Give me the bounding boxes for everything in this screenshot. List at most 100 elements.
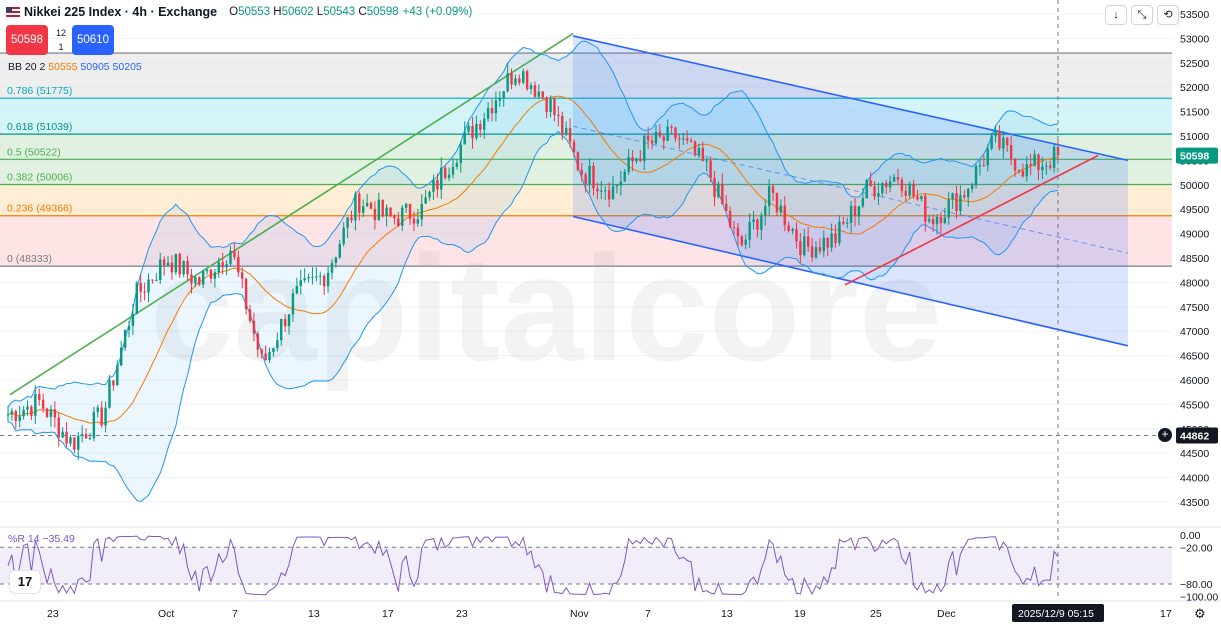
candle	[295, 277, 299, 295]
candle-body	[49, 409, 53, 417]
candle	[662, 135, 665, 150]
candle	[787, 221, 790, 233]
candle	[725, 195, 728, 212]
wr-band	[0, 547, 1172, 584]
candle	[857, 205, 861, 226]
wr-legend[interactable]: %R 14 −35.49	[8, 533, 75, 545]
candle	[611, 175, 615, 200]
wr-value: −35.49	[42, 533, 75, 545]
candle-body	[365, 202, 369, 207]
candle-body	[490, 107, 494, 114]
candle-body	[209, 269, 213, 279]
candle-body	[568, 128, 572, 142]
candle	[166, 256, 170, 267]
channel-mid-line	[572, 125, 1129, 254]
candle	[549, 95, 552, 118]
candle-body	[619, 181, 623, 186]
candle-body	[80, 434, 84, 436]
candle-body	[358, 193, 361, 213]
candle-body	[139, 282, 142, 292]
candle	[240, 267, 244, 289]
candle	[701, 141, 705, 162]
y-tick-label: 46000	[1180, 375, 1209, 387]
candle	[92, 406, 96, 442]
candle	[436, 173, 439, 198]
candle-body	[787, 225, 790, 231]
collapse-icon[interactable]: ⤡	[1131, 5, 1153, 25]
candle	[229, 245, 232, 267]
download-icon[interactable]: ↓	[1105, 5, 1127, 25]
candle-body	[970, 185, 974, 189]
candle-body	[440, 167, 443, 190]
candle	[22, 406, 25, 420]
add-alert-icon[interactable]: +	[1158, 428, 1172, 442]
candle	[580, 163, 584, 182]
candle-body	[682, 138, 685, 140]
candle-body	[233, 250, 236, 258]
candle	[77, 432, 80, 461]
candle-body	[982, 165, 986, 167]
candle-body	[537, 91, 541, 97]
y-tick-label: 49000	[1180, 229, 1209, 241]
candle	[221, 252, 224, 275]
candle	[643, 134, 646, 171]
tradingview-logo[interactable]: 17	[9, 570, 41, 594]
candle-body	[752, 219, 755, 222]
candle-body	[471, 125, 474, 139]
y-tick-label: 43500	[1180, 497, 1209, 509]
candle	[502, 90, 505, 107]
candle-body	[838, 221, 841, 244]
candle	[34, 385, 37, 424]
candle	[654, 124, 658, 145]
candle-body	[1052, 146, 1056, 168]
candle-body	[557, 115, 560, 117]
candle	[369, 201, 373, 210]
candle	[147, 273, 150, 303]
candle	[912, 179, 915, 200]
gear-icon[interactable]: ⚙	[1194, 606, 1206, 621]
candle	[260, 348, 263, 359]
y-tick-label: 47500	[1180, 302, 1209, 314]
candle	[658, 124, 662, 139]
candle-body	[151, 279, 154, 281]
candle	[650, 135, 654, 150]
candle-body	[955, 193, 958, 212]
bb-legend[interactable]: BB 20 2 50555 50905 50205	[8, 61, 142, 73]
candle-body	[604, 190, 607, 192]
candle-body	[799, 241, 802, 256]
sell-button[interactable]: 50598	[6, 25, 48, 55]
candle-body	[264, 353, 267, 361]
candle-body	[1029, 164, 1032, 166]
candle-body	[740, 236, 744, 245]
candle	[607, 182, 611, 208]
x-tick-label: 25	[870, 608, 882, 620]
fib-band	[0, 215, 1172, 267]
fib-band	[0, 53, 1172, 99]
candle-body	[116, 365, 119, 386]
candle	[576, 151, 580, 172]
candle-body	[34, 394, 37, 416]
candle	[307, 273, 310, 283]
candle-body	[217, 262, 220, 273]
channel-top-line	[572, 35, 1129, 162]
candle	[1021, 163, 1025, 178]
candle-body	[424, 197, 427, 204]
candle	[365, 193, 369, 208]
refresh-icon[interactable]: ⟲	[1157, 5, 1179, 25]
candle	[100, 401, 103, 428]
candle	[463, 121, 466, 145]
candle-body	[939, 216, 943, 224]
candle-body	[908, 183, 911, 196]
candle	[514, 74, 517, 87]
candle	[283, 314, 287, 333]
candle	[475, 115, 478, 141]
x-tick-label: 19	[794, 608, 806, 620]
candle	[806, 227, 810, 252]
candle-body	[998, 130, 1001, 149]
candle-body	[135, 282, 139, 315]
buy-button[interactable]: 50610	[72, 25, 114, 55]
candle-body	[806, 236, 810, 247]
symbol-title[interactable]: Nikkei 225 Index · 4h · Exchange	[24, 5, 218, 19]
williams-r-pane	[0, 535, 1172, 596]
